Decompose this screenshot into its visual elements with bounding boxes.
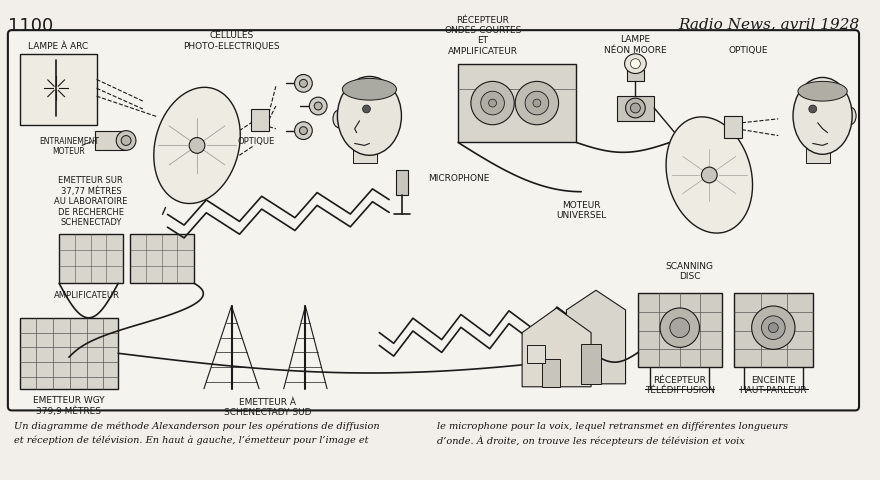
Text: EMETTEUR À
SCHENECTADY SUD: EMETTEUR À SCHENECTADY SUD bbox=[224, 397, 312, 416]
Text: ENCEINTE
HAUT-PARLEUR: ENCEINTE HAUT-PARLEUR bbox=[739, 375, 807, 395]
Circle shape bbox=[761, 316, 785, 340]
Text: MICROPHONE: MICROPHONE bbox=[429, 174, 490, 183]
Ellipse shape bbox=[154, 88, 240, 204]
Bar bbox=[638, 294, 722, 367]
Circle shape bbox=[630, 60, 641, 70]
Circle shape bbox=[660, 308, 700, 348]
Bar bbox=[617, 97, 654, 121]
Circle shape bbox=[314, 103, 322, 111]
Text: MOTEUR
UNIVERSEL: MOTEUR UNIVERSEL bbox=[556, 200, 606, 219]
Bar bbox=[59, 235, 123, 284]
Circle shape bbox=[295, 122, 312, 140]
Circle shape bbox=[809, 106, 817, 114]
Polygon shape bbox=[567, 290, 626, 384]
Circle shape bbox=[299, 127, 307, 135]
Text: d’onde. À droite, on trouve les récepteurs de télévision et voix: d’onde. À droite, on trouve les récepteu… bbox=[437, 434, 745, 444]
Ellipse shape bbox=[666, 118, 752, 234]
Circle shape bbox=[121, 136, 131, 146]
Circle shape bbox=[533, 100, 541, 108]
Text: ENTRAINEMENT
MOTEUR: ENTRAINEMENT MOTEUR bbox=[39, 136, 99, 156]
Bar bbox=[527, 346, 545, 363]
Circle shape bbox=[768, 323, 778, 333]
Polygon shape bbox=[522, 308, 591, 387]
Circle shape bbox=[189, 138, 205, 154]
Circle shape bbox=[363, 106, 370, 114]
Bar bbox=[396, 171, 407, 195]
Bar bbox=[251, 110, 269, 132]
Text: LAMPE À ARC: LAMPE À ARC bbox=[28, 42, 88, 51]
FancyBboxPatch shape bbox=[8, 31, 859, 410]
Circle shape bbox=[310, 98, 327, 116]
Text: le microphone pour la voix, lequel retransmet en différentes longueurs: le microphone pour la voix, lequel retra… bbox=[437, 420, 788, 430]
Bar bbox=[581, 345, 601, 384]
Bar bbox=[734, 294, 813, 367]
Bar bbox=[806, 149, 831, 164]
Circle shape bbox=[471, 82, 514, 125]
Text: EMETTEUR SUR
37,77 MÈTRES
AU LABORATOIRE
DE RECHERCHE
SCHENECTADY: EMETTEUR SUR 37,77 MÈTRES AU LABORATOIRE… bbox=[55, 176, 128, 227]
Circle shape bbox=[701, 168, 717, 183]
Bar bbox=[542, 360, 560, 387]
Circle shape bbox=[525, 92, 549, 116]
Bar bbox=[19, 55, 97, 125]
Circle shape bbox=[630, 104, 641, 114]
Bar bbox=[130, 235, 194, 284]
Bar bbox=[94, 132, 126, 151]
Circle shape bbox=[299, 80, 307, 88]
Text: SCANNING
DISC: SCANNING DISC bbox=[665, 261, 714, 280]
Circle shape bbox=[488, 100, 496, 108]
Ellipse shape bbox=[844, 108, 856, 125]
Bar bbox=[627, 71, 644, 82]
Text: Radio News, avril 1928: Radio News, avril 1928 bbox=[678, 17, 859, 31]
Ellipse shape bbox=[342, 79, 397, 101]
Circle shape bbox=[480, 92, 504, 116]
Ellipse shape bbox=[798, 82, 847, 102]
Ellipse shape bbox=[793, 78, 852, 155]
Bar bbox=[458, 64, 576, 143]
Text: CELLULES
PHOTO-ELECTRIQUES: CELLULES PHOTO-ELECTRIQUES bbox=[183, 31, 280, 51]
Bar bbox=[724, 117, 742, 138]
Text: RÉCEPTEUR
TÉLÉDIFFUSION: RÉCEPTEUR TÉLÉDIFFUSION bbox=[645, 375, 715, 395]
Bar bbox=[19, 318, 118, 389]
Text: OPTIQUE: OPTIQUE bbox=[729, 46, 768, 55]
Text: EMETTEUR WGY
379,9 MÈTRES: EMETTEUR WGY 379,9 MÈTRES bbox=[33, 395, 105, 415]
Text: RÉCEPTEUR
ONDES-COURTES
ET
AMPLIFICATEUR: RÉCEPTEUR ONDES-COURTES ET AMPLIFICATEUR bbox=[444, 15, 522, 56]
Ellipse shape bbox=[625, 55, 646, 74]
Text: LAMPE
NÉON MOORE: LAMPE NÉON MOORE bbox=[604, 36, 667, 55]
Text: Un diagramme de méthode Alexanderson pour les opérations de diffusion: Un diagramme de méthode Alexanderson pou… bbox=[14, 420, 379, 430]
Circle shape bbox=[670, 318, 690, 338]
Ellipse shape bbox=[333, 111, 345, 129]
Circle shape bbox=[752, 306, 795, 349]
Circle shape bbox=[515, 82, 559, 125]
Ellipse shape bbox=[337, 77, 401, 156]
Text: AMPLIFICATEUR: AMPLIFICATEUR bbox=[55, 290, 120, 300]
Circle shape bbox=[626, 99, 645, 119]
Text: OPTIQUE: OPTIQUE bbox=[238, 137, 275, 146]
Text: 1100: 1100 bbox=[8, 17, 53, 36]
Circle shape bbox=[116, 132, 136, 151]
Text: et réception de télévision. En haut à gauche, l’émetteur pour l’image et: et réception de télévision. En haut à ga… bbox=[14, 434, 369, 444]
Circle shape bbox=[295, 75, 312, 93]
Bar bbox=[353, 149, 378, 164]
